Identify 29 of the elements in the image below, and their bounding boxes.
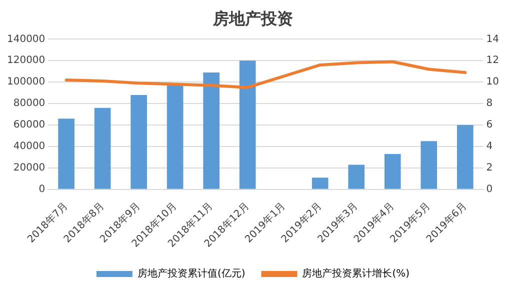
y2-tick-label: 2 [486,162,493,174]
y2-tick-label: 14 [486,34,500,45]
bar [348,164,365,189]
legend-label: 房地产投资累计增长(%) [302,268,410,280]
y2-tick-label: 0 [486,184,493,195]
y-tick-label: 80000 [13,98,46,110]
y2-tick-label: 12 [486,55,500,66]
bar [239,60,256,189]
y2-tick-label: 10 [486,76,500,88]
y-tick-label: 60000 [13,120,46,131]
bar [130,94,147,189]
y2-tick-label: 6 [486,120,493,131]
bar [94,108,111,189]
y-tick-label: 100000 [6,76,46,88]
bar [456,125,474,189]
bar [58,118,74,189]
bar [312,178,328,189]
y-tick-label: 40000 [13,141,46,152]
bar [203,72,220,189]
chart-title: 房地产投资 [212,8,293,28]
y-tick-label: 140000 [6,34,46,45]
y2-tick-label: 8 [486,98,493,110]
legend-label: 房地产投资累计值(亿元) [137,268,246,280]
y-tick-label: 120000 [6,55,46,66]
y2-tick-label: 4 [486,141,493,152]
bar [384,154,401,189]
bar [420,141,438,189]
y-tick-label: 0 [38,184,46,195]
y-tick-label: 20000 [13,162,46,174]
